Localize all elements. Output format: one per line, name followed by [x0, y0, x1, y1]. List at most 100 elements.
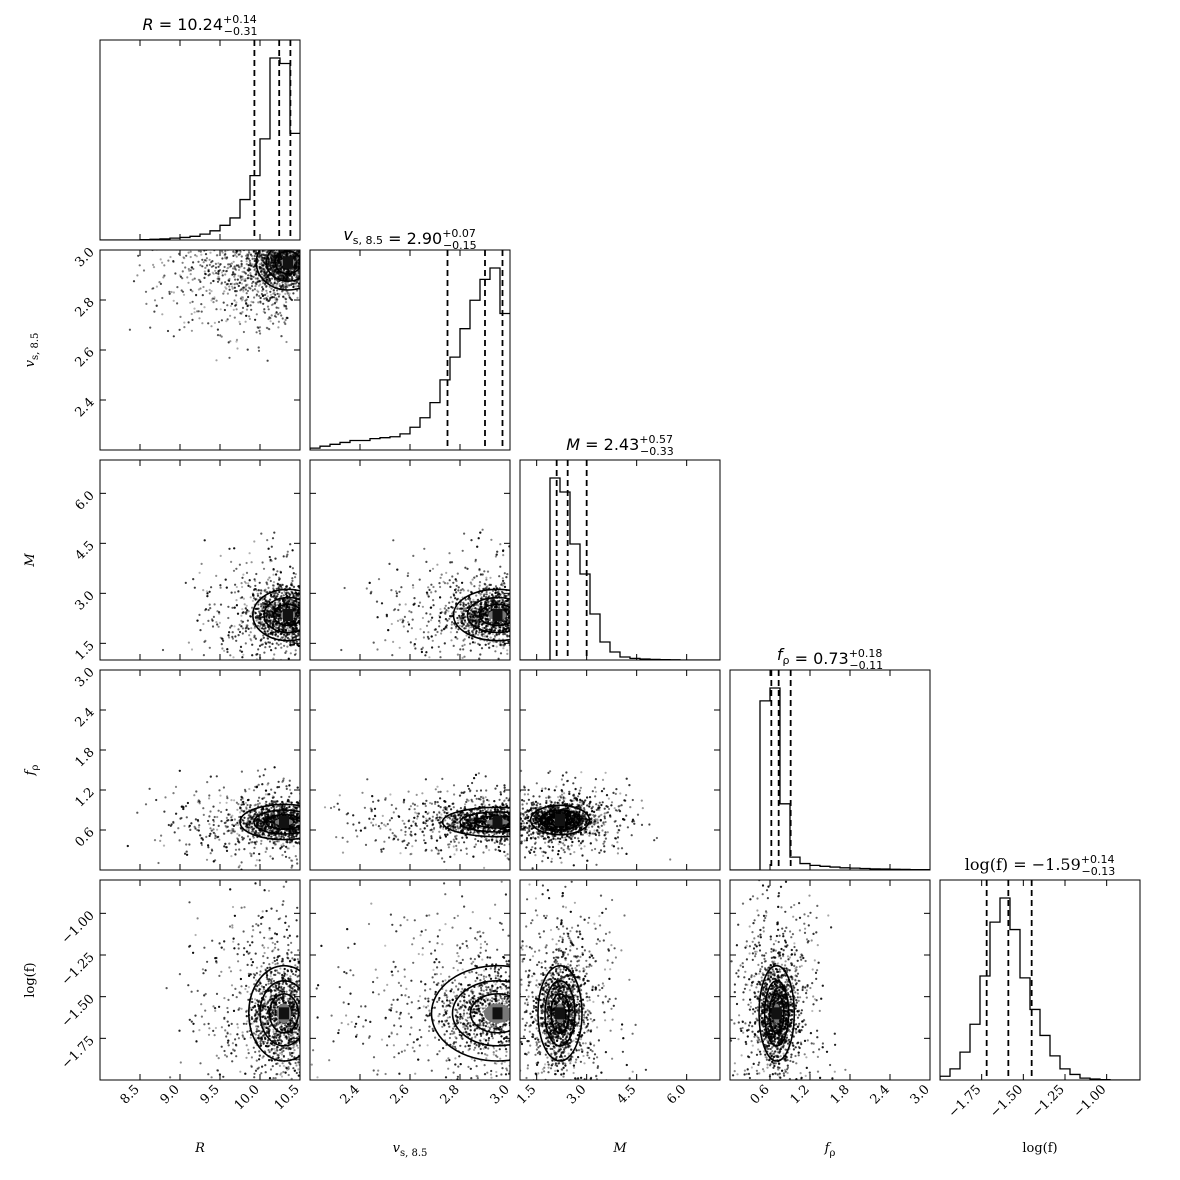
sample-point: [427, 620, 430, 623]
sample-point: [372, 641, 375, 644]
sample-point: [189, 255, 192, 259]
sample-point: [184, 266, 187, 269]
sample-point: [172, 299, 175, 302]
sample-point: [497, 606, 500, 610]
sample-point: [278, 250, 281, 253]
sample-point: [485, 590, 488, 594]
sample-point: [272, 619, 275, 622]
sample-point: [278, 583, 281, 586]
sample-point: [288, 600, 291, 603]
sample-point: [237, 634, 240, 637]
sample-point: [259, 622, 262, 625]
sample-point: [275, 609, 278, 613]
sample-point: [498, 606, 501, 609]
sample-point: [255, 619, 258, 622]
sample-point: [454, 610, 457, 614]
sample-point: [279, 274, 282, 277]
sample-point: [252, 265, 255, 268]
sample-point: [281, 636, 284, 639]
sample-point: [502, 554, 505, 557]
sample-point: [258, 294, 261, 298]
sample-point: [273, 592, 277, 595]
sample-point: [485, 586, 488, 589]
sample-point: [272, 581, 276, 584]
sample-point: [434, 628, 437, 631]
sample-point: [246, 253, 249, 256]
sample-point: [257, 284, 261, 287]
sample-point: [478, 581, 482, 584]
sample-point: [270, 603, 273, 606]
sample-point: [261, 250, 264, 253]
sample-point: [260, 263, 263, 266]
sample-point: [248, 552, 251, 555]
density-peak: [283, 256, 293, 269]
sample-point: [275, 250, 279, 253]
sample-point: [292, 595, 295, 598]
sample-point: [243, 267, 246, 270]
sample-point: [207, 322, 210, 325]
sample-point: [204, 608, 208, 611]
sample-point: [285, 307, 288, 310]
sample-point: [450, 561, 454, 564]
sample-point: [257, 255, 261, 258]
sample-point: [301, 255, 303, 257]
sample-point: [258, 614, 261, 617]
sample-point: [231, 606, 234, 609]
sample-point: [206, 247, 208, 249]
sample-point: [289, 248, 291, 250]
sample-point: [263, 311, 267, 314]
sample-point: [245, 561, 248, 565]
sample-point: [254, 277, 257, 280]
sample-point: [253, 578, 256, 581]
sample-point: [257, 247, 259, 249]
sample-point: [286, 633, 289, 636]
sample-point: [217, 272, 220, 275]
sample-point: [279, 262, 282, 265]
sample-point: [489, 619, 492, 622]
sample-point: [244, 320, 247, 323]
sample-point: [297, 285, 300, 288]
sample-point: [460, 619, 463, 622]
sample-point: [251, 592, 254, 595]
sample-point: [233, 267, 237, 271]
sample-point: [274, 647, 277, 650]
sample-point: [276, 279, 279, 282]
sample-point: [473, 576, 476, 579]
sample-point: [501, 591, 505, 595]
sample-point: [293, 600, 296, 603]
sample-point: [194, 254, 197, 257]
sample-point: [283, 644, 286, 647]
sample-point: [211, 271, 214, 274]
y-tick-label: 3.0: [72, 245, 97, 270]
sample-point: [290, 582, 293, 585]
sample-point: [289, 621, 292, 624]
y-axis-label-vs: vs, 8.5: [23, 333, 41, 368]
sample-point: [464, 621, 467, 624]
sample-point: [260, 254, 263, 257]
sample-point: [268, 612, 271, 615]
sample-point: [294, 612, 297, 615]
sample-point: [506, 649, 509, 652]
sample-point: [276, 595, 279, 598]
sample-point: [376, 648, 379, 651]
sample-point: [242, 288, 245, 292]
sample-point: [238, 630, 242, 634]
sample-point: [270, 287, 273, 290]
sample-point: [206, 592, 209, 595]
sample-point: [284, 282, 287, 285]
sample-point: [285, 605, 289, 608]
sample-point: [200, 253, 203, 256]
sample-point: [208, 603, 211, 606]
sample-point: [283, 605, 286, 608]
sample-point: [296, 296, 299, 299]
sample-point: [241, 608, 244, 611]
sample-point: [465, 625, 468, 628]
sample-point: [155, 304, 158, 307]
sample-point: [269, 293, 273, 296]
sample-point: [448, 579, 451, 582]
sample-point: [268, 576, 271, 579]
sample-point: [466, 622, 469, 626]
sample-point: [440, 573, 443, 576]
sample-point: [269, 619, 272, 622]
sample-point: [245, 302, 248, 305]
